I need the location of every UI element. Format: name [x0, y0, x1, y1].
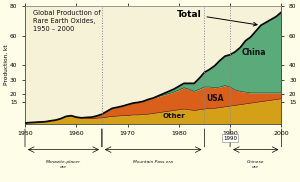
Text: China: China	[242, 48, 266, 57]
Text: Mountain Pass era: Mountain Pass era	[133, 160, 173, 164]
Text: Chinese
ore: Chinese ore	[247, 160, 265, 169]
Text: Total: Total	[177, 9, 257, 26]
Text: Other: Other	[162, 113, 185, 119]
Y-axis label: Production, kt: Production, kt	[4, 45, 8, 85]
Text: USA: USA	[206, 94, 224, 102]
Text: 1990: 1990	[223, 136, 237, 141]
Text: Global Production of
Rare Earth Oxides,
1950 – 2000: Global Production of Rare Earth Oxides, …	[33, 10, 100, 32]
Text: Monazite-placer
ore: Monazite-placer ore	[46, 160, 81, 169]
